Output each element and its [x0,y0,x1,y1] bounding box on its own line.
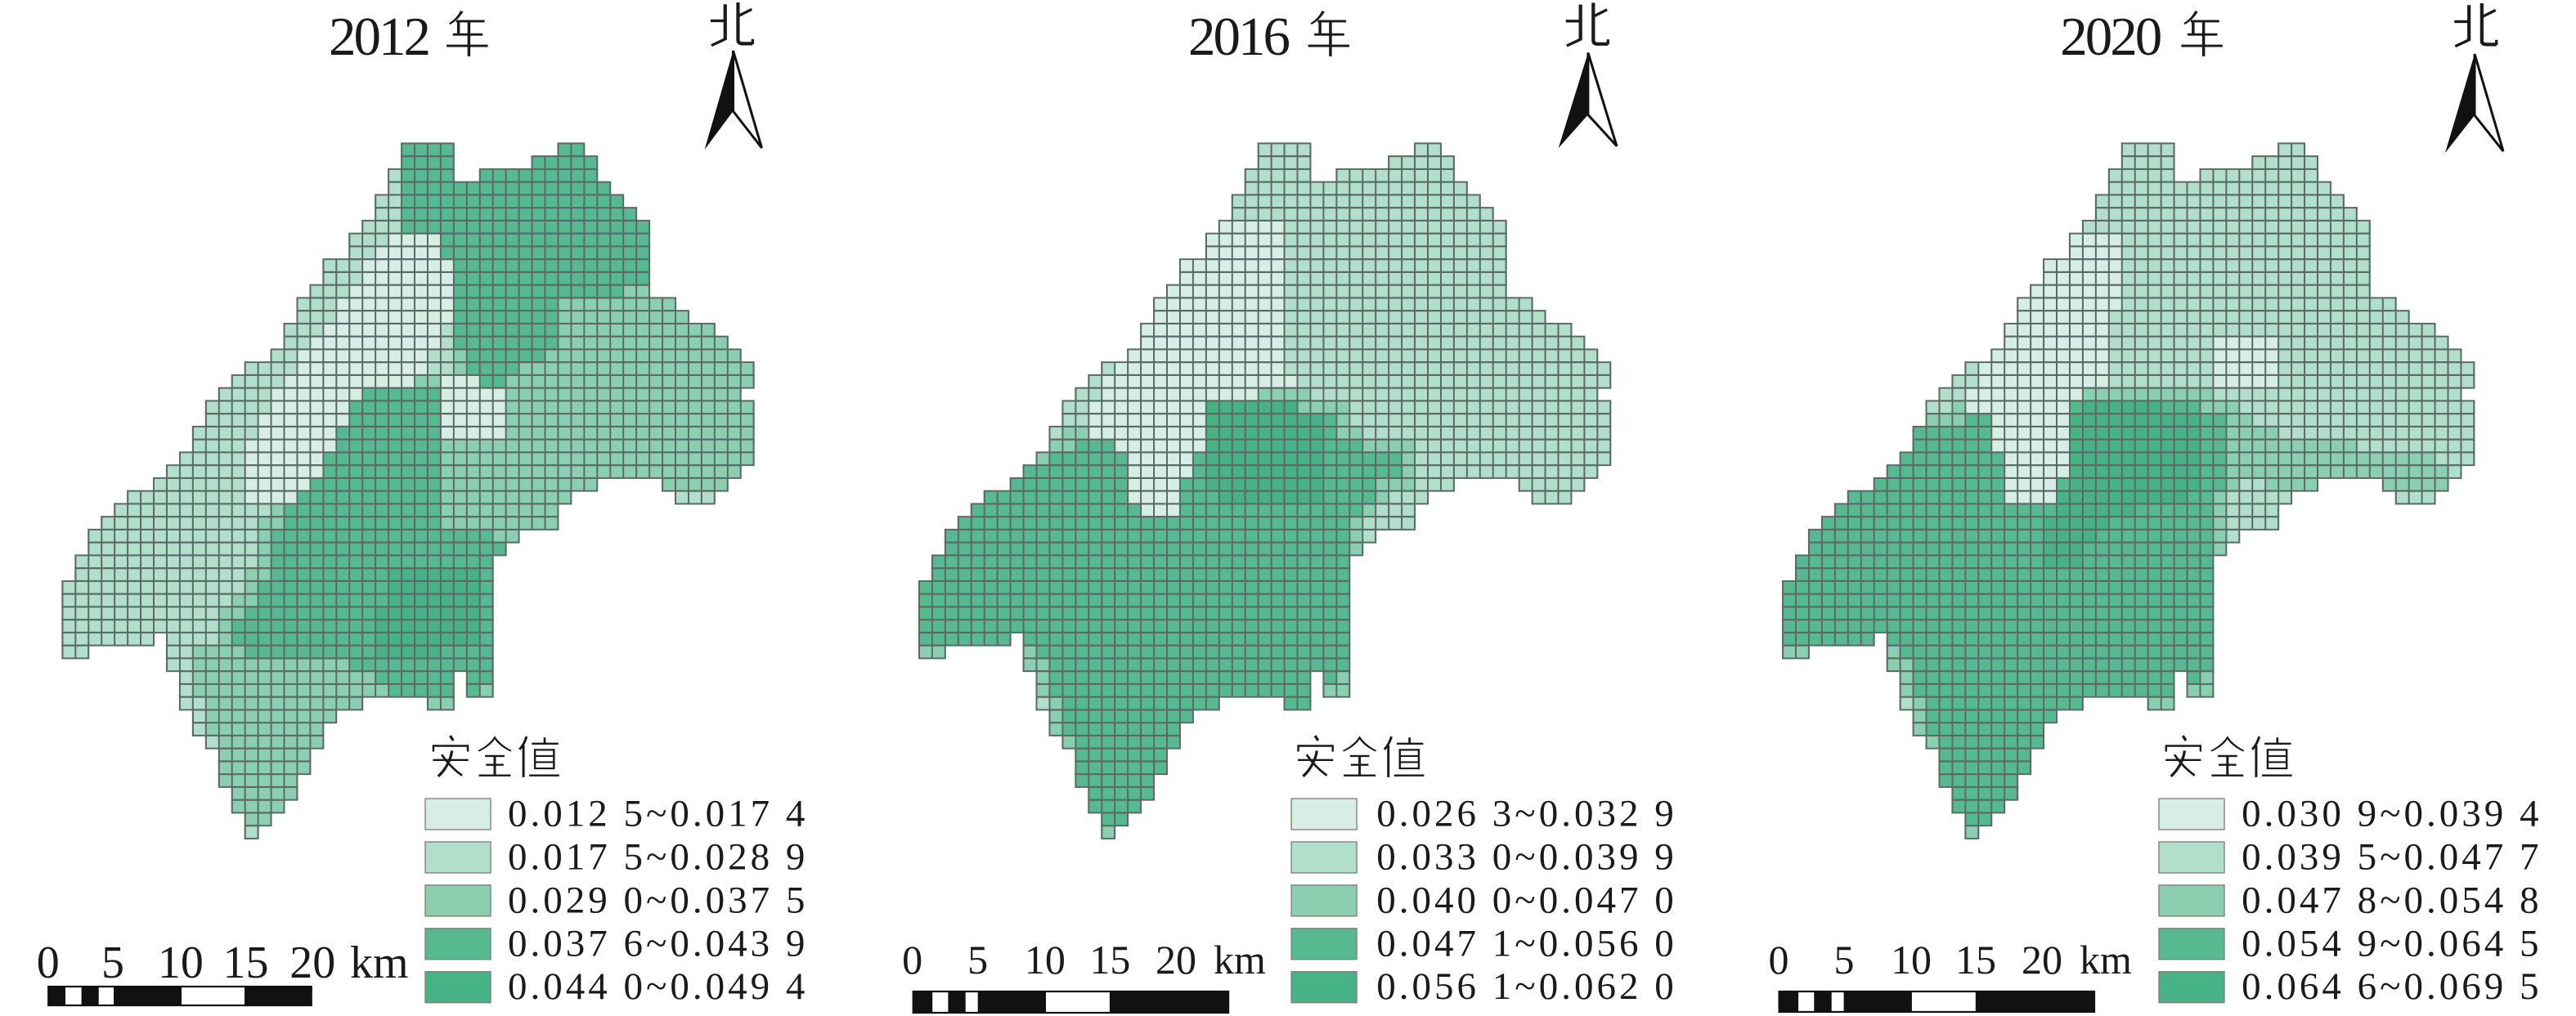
svg-text:0.017 5~0.028 9: 0.017 5~0.028 9 [508,835,808,878]
svg-text:0.064 6~0.069 5: 0.064 6~0.069 5 [2242,965,2542,1008]
svg-text:0.012 5~0.017 4: 0.012 5~0.017 4 [508,793,808,835]
svg-text:2016: 2016 [1188,7,1290,67]
svg-text:0.029 0~0.037 5: 0.029 0~0.037 5 [508,879,808,921]
svg-text:km: km [350,938,409,988]
svg-text:0: 0 [1769,937,1789,982]
svg-text:5: 5 [101,938,124,988]
svg-text:0.030 9~0.039 4: 0.030 9~0.039 4 [2242,793,2542,835]
svg-text:0.056 1~0.062 0: 0.056 1~0.062 0 [1376,965,1676,1008]
svg-text:20: 20 [2022,937,2062,982]
svg-text:km: km [2080,937,2132,982]
svg-text:0.044 0~0.049 4: 0.044 0~0.049 4 [508,965,808,1008]
svg-text:15: 15 [223,938,269,988]
svg-text:20: 20 [289,938,335,988]
svg-text:0.054 9~0.064 5: 0.054 9~0.064 5 [2242,922,2542,965]
svg-text:0: 0 [37,938,60,988]
svg-text:20: 20 [1156,937,1196,982]
svg-text:0.047 1~0.056 0: 0.047 1~0.056 0 [1376,922,1676,965]
svg-text:10: 10 [1025,937,1066,982]
svg-text:5: 5 [967,937,988,982]
svg-text:0.037 6~0.043 9: 0.037 6~0.043 9 [508,922,808,965]
svg-text:15: 15 [1955,937,1996,982]
svg-text:15: 15 [1089,937,1130,982]
svg-text:2012: 2012 [329,7,429,67]
svg-text:5: 5 [1834,937,1855,982]
svg-text:0.047 8~0.054 8: 0.047 8~0.054 8 [2242,879,2542,921]
svg-text:0.033 0~0.039 9: 0.033 0~0.039 9 [1376,835,1676,878]
svg-text:0.040 0~0.047 0: 0.040 0~0.047 0 [1376,879,1676,921]
svg-text:0.039 5~0.047 7: 0.039 5~0.047 7 [2242,835,2542,878]
svg-text:km: km [1214,937,1266,982]
svg-text:0.026 3~0.032 9: 0.026 3~0.032 9 [1376,793,1676,835]
svg-text:10: 10 [158,938,204,988]
svg-text:0: 0 [902,937,922,982]
svg-text:2020: 2020 [2060,7,2161,67]
svg-text:10: 10 [1891,937,1932,982]
